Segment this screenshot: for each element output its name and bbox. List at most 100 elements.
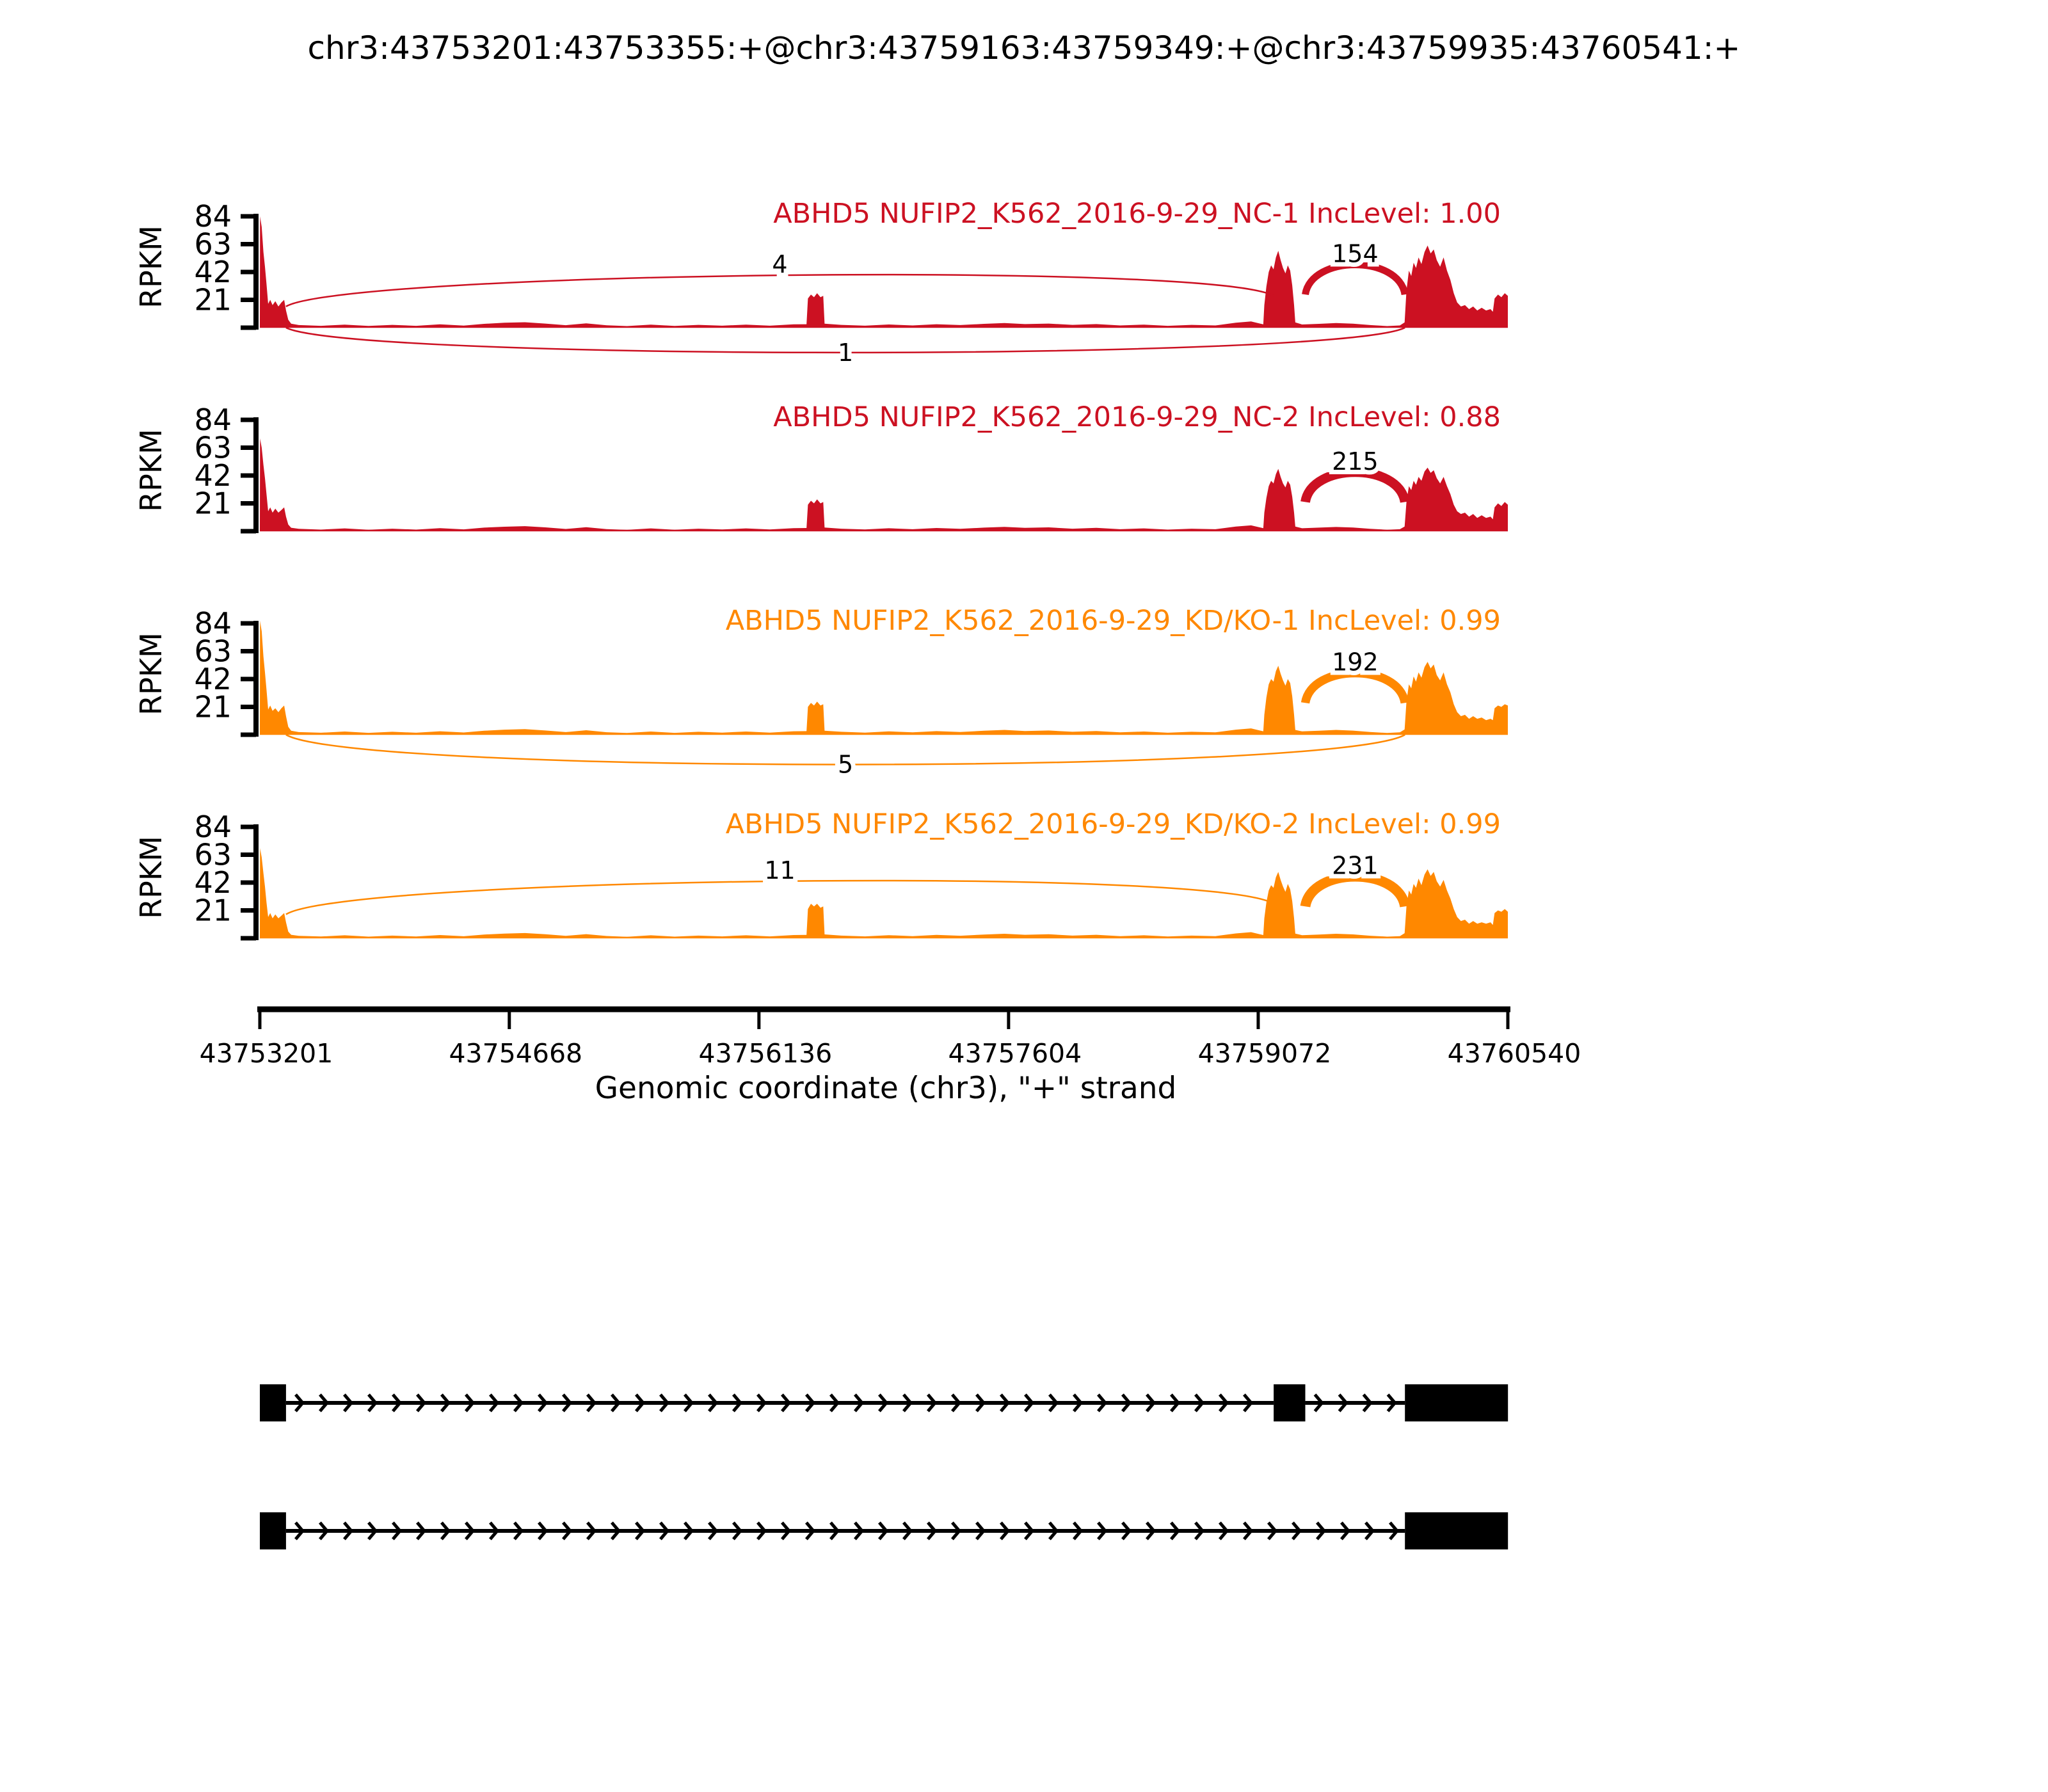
intron-arrow bbox=[829, 1393, 840, 1412]
intron-arrow bbox=[878, 1521, 889, 1540]
y-tick-label: 21 bbox=[194, 893, 232, 928]
junction-count-label: 192 bbox=[1332, 648, 1379, 676]
intron-arrow bbox=[343, 1393, 354, 1412]
intron-arrow bbox=[538, 1521, 548, 1540]
intron-arrow bbox=[1194, 1393, 1205, 1412]
figure-title: chr3:43753201:43753355:+@chr3:43759163:4… bbox=[308, 29, 1741, 67]
junction-arc bbox=[1300, 467, 1410, 504]
y-tick-label: 84 bbox=[194, 606, 232, 641]
junction-count-label: 11 bbox=[764, 856, 795, 884]
intron-arrow bbox=[392, 1521, 403, 1540]
intron-arrow bbox=[465, 1521, 476, 1540]
intron-arrow bbox=[708, 1393, 719, 1412]
intron-arrow bbox=[538, 1393, 548, 1412]
intron-arrow bbox=[1219, 1521, 1229, 1540]
y-axis-label: RPKM bbox=[134, 836, 168, 919]
intron-arrow bbox=[732, 1521, 743, 1540]
intron-arrow bbox=[684, 1393, 694, 1412]
intron-arrow bbox=[805, 1393, 816, 1412]
intron-arrow bbox=[951, 1393, 962, 1412]
intron-arrow bbox=[319, 1393, 330, 1412]
intron-arrow bbox=[1097, 1521, 1108, 1540]
intron-arrow bbox=[611, 1521, 621, 1540]
track-label: ABHD5 NUFIP2_K562_2016-9-29_NC-2 IncLeve… bbox=[773, 401, 1501, 433]
intron-arrow bbox=[1000, 1521, 1011, 1540]
intron-arrow bbox=[1024, 1393, 1035, 1412]
intron-arrow bbox=[586, 1393, 597, 1412]
intron-arrow bbox=[927, 1393, 938, 1412]
exon-box bbox=[260, 1384, 286, 1421]
track-label: ABHD5 NUFIP2_K562_2016-9-29_KD/KO-2 IncL… bbox=[726, 808, 1501, 840]
intron-arrow bbox=[440, 1521, 451, 1540]
intron-arrow bbox=[708, 1521, 719, 1540]
intron-arrow bbox=[489, 1393, 500, 1412]
intron-arrow bbox=[1243, 1521, 1254, 1540]
intron-arrow bbox=[1073, 1393, 1084, 1412]
transcript-model bbox=[260, 1384, 1508, 1421]
intron-arrow bbox=[854, 1521, 865, 1540]
junction-arc bbox=[285, 879, 1274, 915]
y-axis-label: RPKM bbox=[134, 632, 168, 716]
exon-box bbox=[1405, 1512, 1508, 1549]
intron-arrow bbox=[1073, 1521, 1084, 1540]
junction-arc bbox=[1300, 669, 1409, 704]
intron-arrow bbox=[294, 1393, 305, 1412]
intron-arrow bbox=[1340, 1521, 1351, 1540]
intron-arrow bbox=[1267, 1521, 1278, 1540]
intron-arrow bbox=[684, 1521, 694, 1540]
intron-arrow bbox=[659, 1521, 670, 1540]
intron-arrow bbox=[343, 1521, 354, 1540]
intron-arrow bbox=[513, 1393, 524, 1412]
track-label: ABHD5 NUFIP2_K562_2016-9-29_KD/KO-1 IncL… bbox=[726, 605, 1501, 637]
intron-arrow bbox=[659, 1393, 670, 1412]
intron-arrow bbox=[951, 1521, 962, 1540]
intron-arrow bbox=[1170, 1393, 1181, 1412]
junction-count-label: 215 bbox=[1332, 447, 1379, 476]
junction-arc bbox=[285, 326, 1405, 354]
intron-arrow bbox=[319, 1521, 330, 1540]
intron-arrow bbox=[1146, 1393, 1156, 1412]
intron-arrow bbox=[975, 1393, 986, 1412]
junction-count-label: 154 bbox=[1332, 240, 1379, 268]
intron-arrow bbox=[1219, 1393, 1229, 1412]
y-tick-label: 84 bbox=[194, 403, 232, 437]
intron-arrow bbox=[756, 1393, 767, 1412]
x-tick-label: 43753201 bbox=[200, 1038, 333, 1069]
intron-arrow bbox=[1194, 1521, 1205, 1540]
intron-arrow bbox=[781, 1393, 792, 1412]
intron-arrow bbox=[562, 1393, 573, 1412]
junction-count-label: 4 bbox=[772, 250, 787, 278]
y-tick-label: 21 bbox=[194, 486, 232, 521]
exon-box bbox=[260, 1512, 286, 1549]
x-axis: 43753201 43754668 43756136 43757604 43759072… bbox=[200, 1006, 1581, 1069]
y-tick-label: 42 bbox=[194, 458, 232, 493]
junction-arc bbox=[1300, 871, 1411, 908]
intron-arrow bbox=[416, 1521, 427, 1540]
intron-arrow bbox=[975, 1521, 986, 1540]
intron-arrow bbox=[1000, 1393, 1011, 1412]
intron-arrow bbox=[781, 1521, 792, 1540]
exon-box bbox=[1405, 1384, 1508, 1421]
y-tick-label: 42 bbox=[194, 662, 232, 696]
intron-arrow bbox=[562, 1521, 573, 1540]
intron-arrow bbox=[1364, 1521, 1375, 1540]
x-tick-label: 43756136 bbox=[698, 1038, 832, 1069]
y-tick-label: 84 bbox=[194, 199, 232, 234]
intron-arrow bbox=[732, 1393, 743, 1412]
intron-arrow bbox=[805, 1521, 816, 1540]
y-tick-label: 84 bbox=[194, 810, 232, 844]
junction-arc bbox=[285, 733, 1405, 765]
intron-arrow bbox=[416, 1393, 427, 1412]
x-tick-label: 43759072 bbox=[1198, 1038, 1332, 1069]
track-label: ABHD5 NUFIP2_K562_2016-9-29_NC-1 IncLeve… bbox=[773, 198, 1501, 230]
intron-arrow bbox=[367, 1521, 378, 1540]
exon-box bbox=[1274, 1384, 1306, 1421]
intron-arrow bbox=[1121, 1521, 1132, 1540]
junction-arc bbox=[285, 273, 1274, 307]
